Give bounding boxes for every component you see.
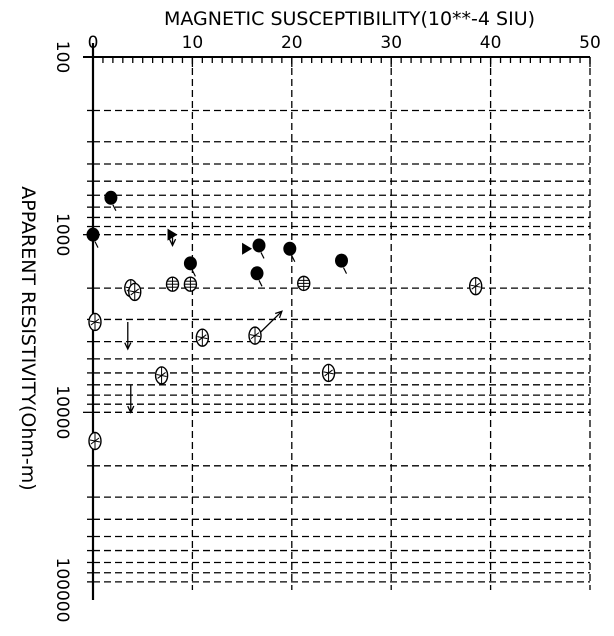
point-body bbox=[183, 256, 197, 271]
data-point-crossed-circle bbox=[183, 276, 198, 292]
grid bbox=[93, 57, 591, 590]
data-point-crossed-circle bbox=[297, 275, 311, 292]
data-point-filled-circle bbox=[335, 253, 348, 274]
bound-arrow bbox=[256, 310, 283, 337]
point-body bbox=[335, 253, 348, 268]
data-point-filled-circle bbox=[283, 241, 297, 263]
bound-arrow-head bbox=[124, 342, 132, 351]
bound-arrow-head bbox=[127, 405, 135, 414]
x-tick-label: 10 bbox=[182, 33, 204, 53]
bound-arrow-head bbox=[275, 310, 283, 319]
bound-arrows bbox=[124, 234, 283, 414]
y-tick-label: 10000 bbox=[52, 385, 72, 439]
bound-arrow-head bbox=[168, 238, 177, 247]
data-point-hatched-leaf bbox=[88, 312, 102, 332]
bound-arrow bbox=[124, 321, 132, 351]
y-axis-title: APPARENT RESISTIVITY(Ohm-m) bbox=[17, 186, 39, 490]
x-tick-label: 30 bbox=[380, 33, 402, 53]
data-point-hatched-leaf bbox=[468, 276, 483, 296]
data-point-filled-circle bbox=[252, 238, 266, 259]
y-tick-label: 1000 bbox=[52, 213, 72, 256]
point-stem bbox=[260, 252, 265, 259]
x-tick-label: 0 bbox=[88, 33, 99, 53]
data-point-filled-circle bbox=[183, 256, 197, 277]
data-points bbox=[86, 190, 483, 451]
x-tick-label: 50 bbox=[579, 33, 601, 53]
data-point-hatched-leaf bbox=[88, 431, 102, 451]
data-point-filled-circle bbox=[86, 227, 100, 248]
data-point-filled-triangle bbox=[242, 242, 253, 255]
bound-arrow-shaft bbox=[256, 310, 283, 337]
data-point-crossed-circle bbox=[165, 276, 180, 292]
x-tick-label: 40 bbox=[480, 33, 502, 53]
point-body bbox=[250, 266, 264, 281]
data-point-filled-circle bbox=[250, 266, 264, 287]
point-stem bbox=[191, 270, 196, 277]
point-body bbox=[283, 241, 297, 256]
x-axis-title: MAGNETIC SUSCEPTIBILITY(10**-4 SIU) bbox=[164, 8, 535, 30]
data-point-hatched-leaf bbox=[248, 326, 262, 345]
point-stem bbox=[291, 255, 296, 263]
data-point-hatched-leaf bbox=[128, 282, 142, 302]
point-stem bbox=[112, 204, 117, 212]
bound-arrow bbox=[127, 384, 135, 414]
tick-marks bbox=[83, 56, 591, 583]
point-body bbox=[86, 227, 100, 242]
data-point-hatched-leaf bbox=[321, 363, 336, 383]
data-point-filled-triangle bbox=[167, 228, 178, 241]
data-point-filled-circle bbox=[104, 190, 118, 212]
axes bbox=[83, 43, 590, 600]
data-point-hatched-leaf bbox=[195, 328, 210, 347]
point-body bbox=[242, 242, 253, 255]
point-stem bbox=[94, 241, 99, 248]
tick-labels: 0 10 20 30 40 50 100 1000 10000 100000 bbox=[52, 33, 601, 622]
point-body bbox=[104, 190, 118, 205]
point-body bbox=[252, 238, 266, 253]
y-tick-label: 100000 bbox=[52, 558, 72, 623]
data-point-hatched-leaf bbox=[154, 366, 169, 385]
point-stem bbox=[258, 280, 263, 287]
point-body bbox=[167, 228, 178, 241]
y-tick-label: 100 bbox=[52, 41, 72, 73]
point-stem bbox=[342, 267, 348, 274]
x-tick-label: 20 bbox=[281, 33, 303, 53]
